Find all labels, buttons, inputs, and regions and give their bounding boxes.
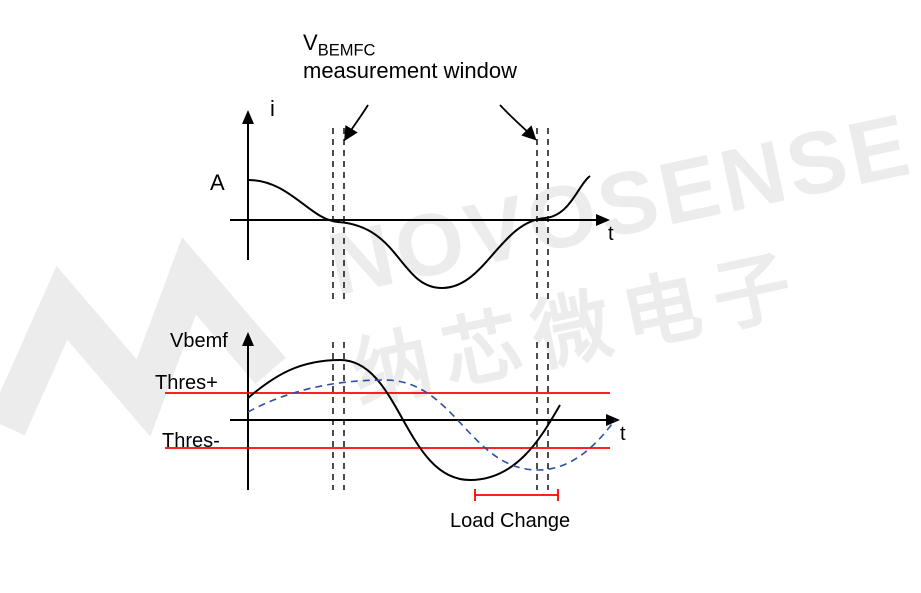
top-curve [248,176,590,288]
diagram-container: { "canvas": { "width": 921, "height": 59… [0,0,921,593]
diagram-svg [0,0,921,593]
top-dashed-guides [333,128,548,300]
measurement-window-label: measurement window [303,58,517,84]
amplitude-a-label: A [210,170,225,196]
load-change-marker [475,489,558,501]
bottom-dashed-guides [333,342,548,490]
vbemfc-prefix: V [303,30,318,55]
thres-minus-label: Thres- [162,430,220,453]
t-axis-label-bottom: t [620,423,626,446]
vbemfc-label: VBEMFC [303,30,375,60]
x-axis-arrow-bottom [606,414,620,426]
vbemf-axis-label: Vbemf [170,330,228,353]
thres-plus-label: Thres+ [155,372,218,395]
vbemfc-sub: BEMFC [318,41,376,59]
y-axis-arrow-top [242,110,254,124]
i-axis-label: i [270,96,275,122]
top-chart [230,105,610,300]
t-axis-label-top: t [608,223,614,246]
bottom-chart [165,332,620,501]
load-change-label: Load Change [450,510,570,533]
window-arrows [346,105,534,138]
y-axis-arrow-bottom [242,332,254,346]
